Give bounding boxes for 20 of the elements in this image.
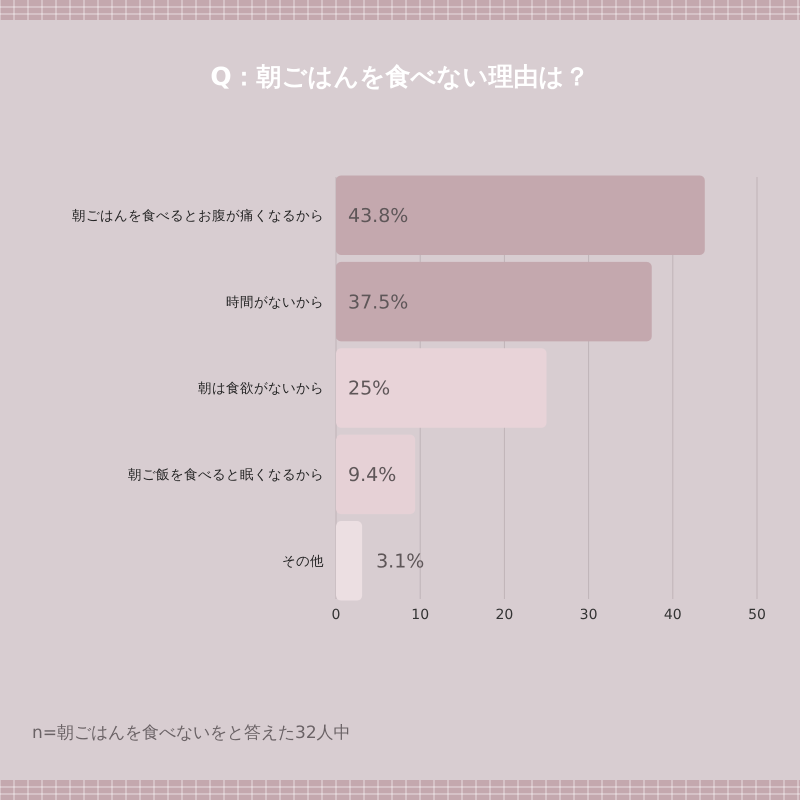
bar <box>336 521 362 601</box>
x-tick-label: 40 <box>664 607 682 623</box>
y-tick-label: 朝は食欲がないから <box>198 380 324 397</box>
y-tick-label: 時間がないから <box>226 294 324 310</box>
x-tick-label: 20 <box>495 607 514 623</box>
text: n=朝ごはんを食べないをと答えた32人中 <box>32 723 351 743</box>
x-tick-label: 10 <box>411 607 430 623</box>
x-tick-label: 0 <box>332 607 340 623</box>
x-tick-label: 50 <box>748 607 766 623</box>
y-tick-label: 朝ごはんを食べるとお腹が痛くなるから <box>72 208 324 224</box>
data-label: 25% <box>348 378 390 400</box>
y-tick-label: その他 <box>282 554 324 570</box>
y-tick-label: 朝ご飯を食べると眠くなるから <box>128 467 324 484</box>
x-tick-label: 30 <box>580 607 598 623</box>
data-label: 9.4% <box>348 464 396 486</box>
bar <box>336 348 546 428</box>
data-label: 3.1% <box>376 550 424 572</box>
data-label: 37.5% <box>348 291 408 314</box>
data-label: 43.8% <box>348 204 408 227</box>
bar <box>336 434 416 514</box>
